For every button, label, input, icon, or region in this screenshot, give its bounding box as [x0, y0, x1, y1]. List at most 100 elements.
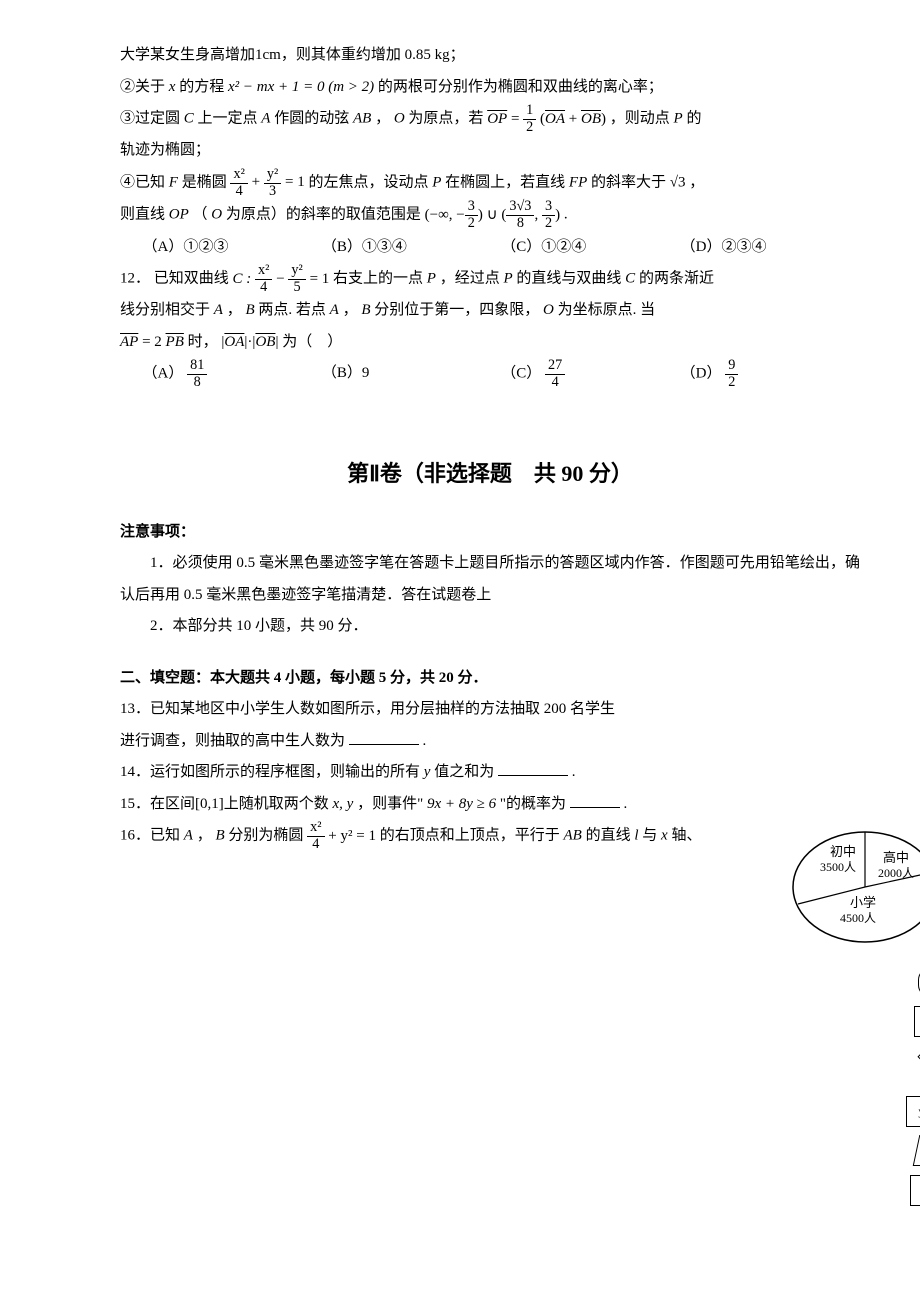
var-AB: AB: [353, 111, 371, 127]
vec-pb: PB: [166, 334, 184, 350]
text: 的斜率大于: [591, 174, 666, 190]
text: 分别位于第一，四象限，: [374, 302, 539, 318]
option-c: （C）①②④: [501, 232, 680, 264]
q12-line2: 线分别相交于 A ， B 两点. 若点 A ， B 分别位于第一，四象限， O …: [120, 295, 860, 327]
equation: x² − mx + 1 = 0 (m > 2): [228, 79, 374, 95]
var-P: P: [503, 271, 512, 287]
arrow-icon: ↓: [900, 1166, 920, 1174]
text: 的方程: [179, 79, 224, 95]
q12-line1: 12． 已知双曲线 C : x²4 − y²5 = 1 右支上的一点 P ，经过…: [120, 263, 860, 295]
notice-1: 1．必须使用 0.5 毫米黑色墨迹签字笔在答题卡上题目所指示的答题区域内作答．作…: [120, 548, 860, 611]
text: ，: [689, 174, 704, 190]
text: 上一定点: [198, 111, 258, 127]
var-P: P: [674, 111, 683, 127]
arrow-icon: ↓: [900, 1037, 920, 1045]
mod-expr: |OA|·|OB|: [221, 334, 282, 350]
range-expr: (−∞, −32) ∪ (3√38, 32): [425, 207, 564, 223]
eq: = 2: [142, 334, 162, 350]
intro-line5: 则直线 OP （ O 为原点）的斜率的取值范围是 (−∞, −32) ∪ (3√…: [120, 199, 860, 231]
var-F: F: [169, 174, 178, 190]
text: 16．已知: [120, 828, 180, 844]
text: 与: [642, 828, 657, 844]
var-O: O: [211, 207, 222, 223]
text: 的直线与双曲线: [516, 271, 621, 287]
text: .: [572, 764, 576, 780]
var-C: C: [184, 111, 194, 127]
text: .: [423, 733, 427, 749]
flow-output: 输出y: [913, 1135, 920, 1166]
section2-title: 第Ⅱ卷（非选择题 共 90 分）: [120, 451, 860, 497]
q13-line2: 进行调查，则抽取的高中生人数为 .: [120, 726, 860, 758]
var-y: y: [424, 764, 431, 780]
q11-options: （A）①②③ （B）①③④ （C）①②④ （D）②③④: [120, 232, 860, 264]
var-O: O: [543, 302, 554, 318]
text: 为（ ）: [282, 334, 342, 350]
pie-label-high: 高中: [883, 850, 909, 865]
text: 的左焦点，设动点: [308, 174, 428, 190]
blank-14: [498, 757, 568, 776]
text: ，: [375, 111, 390, 127]
hyperbola-eq: C : x²4 − y²5 = 1: [233, 271, 334, 287]
option-d: （D） 92: [681, 358, 860, 390]
q14: 14．运行如图所示的程序框图，则输出的所有 y 值之和为 .: [120, 757, 860, 789]
var-x: x: [661, 828, 668, 844]
flow-init: n = −2: [914, 1006, 920, 1037]
text: ③过定圆: [120, 111, 180, 127]
option-b: （B）9: [322, 358, 501, 390]
text: ，: [343, 302, 358, 318]
var-P: P: [427, 271, 436, 287]
text: "的概率为: [500, 796, 566, 812]
text: 则直线: [120, 207, 165, 223]
var-FP: FP: [569, 174, 587, 190]
text: 轴、: [671, 828, 701, 844]
notice-2: 2．本部分共 10 小题，共 90 分．: [120, 611, 860, 643]
text: 为原点，若: [408, 111, 483, 127]
notice-heading: 注意事项：: [120, 517, 860, 549]
q13-line1: 13．已知某地区中小学生人数如图所示，用分层抽样的方法抽取 200 名学生: [120, 694, 860, 726]
text: ，: [197, 828, 212, 844]
text: 为原点）的斜率的取值范围是: [226, 207, 421, 223]
text: 两点. 若点: [258, 302, 326, 318]
ellipse-eq: x²4 + y²3 = 1: [230, 174, 308, 190]
intro-line4: ④已知 F 是椭圆 x²4 + y²3 = 1 的左焦点，设动点 P 在椭圆上，…: [120, 167, 860, 199]
intro-line3: ③过定圆 C 上一定点 A 作圆的动弦 AB ， O 为原点，若 OP = 12…: [120, 103, 860, 135]
text: 作圆的动弦: [274, 111, 349, 127]
var-OP: OP: [169, 207, 189, 223]
arrow-icon: ↓: [900, 997, 920, 1005]
q12-line3: AP = 2 PB 时， |OA|·|OB| 为（ ）: [120, 327, 860, 359]
intro-line1: 大学某女生身高增加1cm，则其体重约增加 0.85 kg；: [120, 40, 860, 72]
q15: 15．在区间[0,1]上随机取两个数 x, y ，则事件" 9x + 8y ≥ …: [120, 789, 860, 821]
fill-title: 二、填空题：本大题共 4 小题，每小题 5 分，共 20 分．: [120, 663, 860, 695]
text: 为坐标原点. 当: [558, 302, 656, 318]
vector-eq: OP = 12 (OA + OB): [487, 111, 610, 127]
pie-value-middle: 3500人: [820, 860, 856, 874]
option-a: （A）①②③: [143, 232, 322, 264]
var-A: A: [184, 828, 193, 844]
text: 右支上的一点: [333, 271, 423, 287]
sqrt3: √3: [670, 174, 686, 190]
vec-ap: AP: [120, 334, 138, 350]
pie-value-elementary: 4500人: [840, 911, 876, 925]
q12-options: （A） 818 （B）9 （C） 274 （D） 92: [120, 358, 860, 390]
text: 的: [686, 111, 701, 127]
text: 的两根可分别作为椭圆和双曲线的离心率；: [378, 79, 663, 95]
ellipse-eq-16: x²4 + y² = 1: [307, 828, 380, 844]
text: 值之和为: [434, 764, 494, 780]
text: 分别为椭圆: [228, 828, 303, 844]
pie-value-high: 2000人: [878, 866, 914, 880]
text: ，则动点: [610, 111, 670, 127]
intro-line2: ②关于 x 的方程 x² − mx + 1 = 0 (m > 2) 的两根可分别…: [120, 72, 860, 104]
text: ④已知: [120, 174, 165, 190]
flow-compute: y = n² − 2n: [906, 1096, 920, 1127]
var-l: l: [634, 828, 638, 844]
pie-label-elementary: 小学: [850, 895, 876, 910]
var-AB: AB: [563, 828, 581, 844]
text: 的两条渐近: [639, 271, 714, 287]
var-x: x: [169, 79, 176, 95]
var-B: B: [361, 302, 370, 318]
pie-outline: [793, 832, 920, 942]
var-A: A: [330, 302, 339, 318]
flow-increment: n = n + 1: [910, 1175, 920, 1206]
flowchart: 开始 ↓ n = −2 ↓ n ≤ 1? 否 是 ↓ y = n² − 2n ↓…: [900, 968, 920, 1206]
text: ②关于: [120, 79, 165, 95]
